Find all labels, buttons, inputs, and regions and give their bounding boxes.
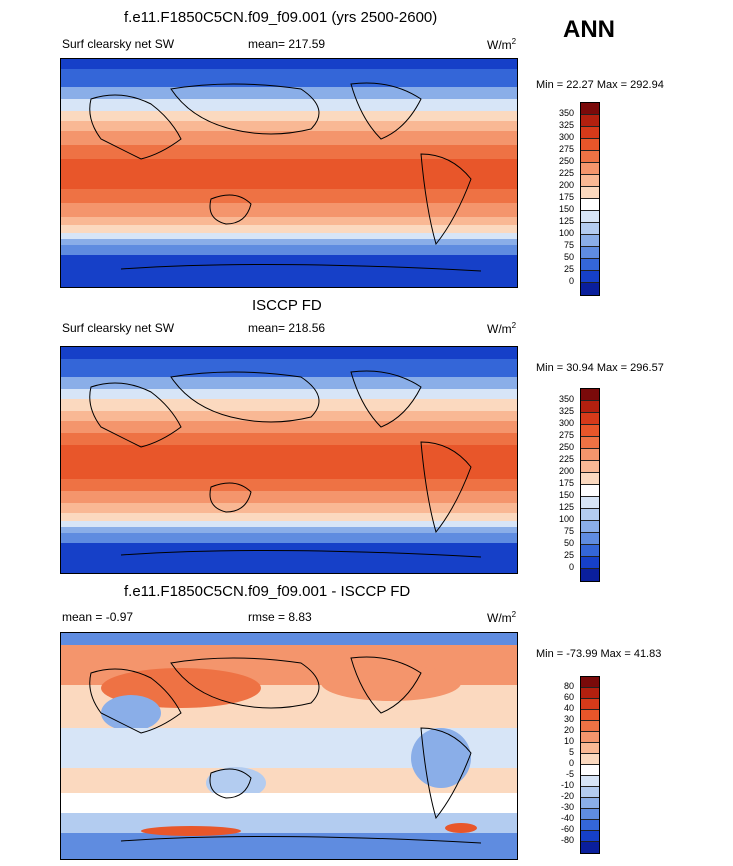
tick-label: -20 — [560, 791, 574, 801]
tick-label: 125 — [558, 502, 574, 512]
tick-label: 75 — [563, 240, 574, 250]
panel-2-map — [60, 346, 518, 574]
tick-label: 275 — [558, 430, 574, 440]
tick-label: 30 — [563, 714, 574, 724]
tick-label: 250 — [558, 442, 574, 452]
panel-1-colorbar — [580, 102, 600, 296]
panel-2-map-canvas — [61, 347, 517, 573]
panel-2-mean: mean= 218.56 — [248, 321, 326, 335]
tick-label: 275 — [558, 144, 574, 154]
tick-label: 350 — [558, 394, 574, 404]
tick-label: -60 — [560, 824, 574, 834]
panel-1-units: W/m2 — [487, 37, 517, 52]
tick-label: 5 — [568, 747, 574, 757]
tick-label: 10 — [563, 736, 574, 746]
tick-label: 25 — [563, 264, 574, 274]
panel-3-title: f.e11.F1850C5CN.f09_f09.001 - ISCCP FD — [124, 583, 411, 600]
panel-2-title: ISCCP FD — [252, 297, 322, 314]
tick-label: 80 — [563, 681, 574, 691]
panel-2-variable: Surf clearsky net SW — [62, 321, 175, 335]
tick-label: 50 — [563, 252, 574, 262]
tick-label: 325 — [558, 120, 574, 130]
panel-3-mean: mean = -0.97 — [62, 610, 134, 624]
tick-label: 200 — [558, 180, 574, 190]
panel-2-units: W/m2 — [487, 321, 517, 336]
tick-label: 100 — [558, 514, 574, 524]
panel-1-title: f.e11.F1850C5CN.f09_f09.001 (yrs 2500-26… — [124, 9, 438, 26]
tick-label: 200 — [558, 466, 574, 476]
tick-label: 325 — [558, 406, 574, 416]
tick-label: 60 — [563, 692, 574, 702]
panel-3-minmax: Min = -73.99 Max = 41.83 — [536, 648, 662, 660]
tick-label: 25 — [563, 550, 574, 560]
tick-label: -5 — [565, 769, 574, 779]
tick-label: 50 — [563, 538, 574, 548]
panel-1-map-canvas — [61, 59, 517, 287]
panel-1-minmax: Min = 22.27 Max = 292.94 — [536, 79, 664, 91]
tick-label: -10 — [560, 780, 574, 790]
panel-1-variable: Surf clearsky net SW — [62, 37, 175, 51]
panel-1-map — [60, 58, 518, 288]
season-label: ANN — [563, 16, 615, 43]
tick-label: 150 — [558, 204, 574, 214]
panel-3-map — [60, 632, 518, 860]
tick-label: 250 — [558, 156, 574, 166]
tick-label: 225 — [558, 168, 574, 178]
panel-1-mean: mean= 217.59 — [248, 37, 326, 51]
tick-label: 175 — [558, 478, 574, 488]
tick-label: 175 — [558, 192, 574, 202]
tick-label: 125 — [558, 216, 574, 226]
tick-label: 300 — [558, 418, 574, 428]
panel-3-rmse: rmse = 8.83 — [248, 610, 312, 624]
tick-label: 0 — [568, 562, 574, 572]
tick-label: 350 — [558, 108, 574, 118]
panel-3-colorbar — [580, 676, 600, 854]
tick-label: 225 — [558, 454, 574, 464]
panel-3-units: W/m2 — [487, 610, 517, 625]
panel-2-colorbar — [580, 388, 600, 582]
tick-label: 100 — [558, 228, 574, 238]
tick-label: -80 — [560, 835, 574, 845]
tick-label: 0 — [568, 276, 574, 286]
tick-label: 40 — [563, 703, 574, 713]
tick-label: -30 — [560, 802, 574, 812]
panel-3-map-canvas — [61, 633, 517, 859]
tick-label: 20 — [563, 725, 574, 735]
tick-label: 0 — [568, 758, 574, 768]
tick-label: -40 — [560, 813, 574, 823]
panel-2-minmax: Min = 30.94 Max = 296.57 — [536, 362, 664, 374]
tick-label: 300 — [558, 132, 574, 142]
tick-label: 75 — [563, 526, 574, 536]
tick-label: 150 — [558, 490, 574, 500]
